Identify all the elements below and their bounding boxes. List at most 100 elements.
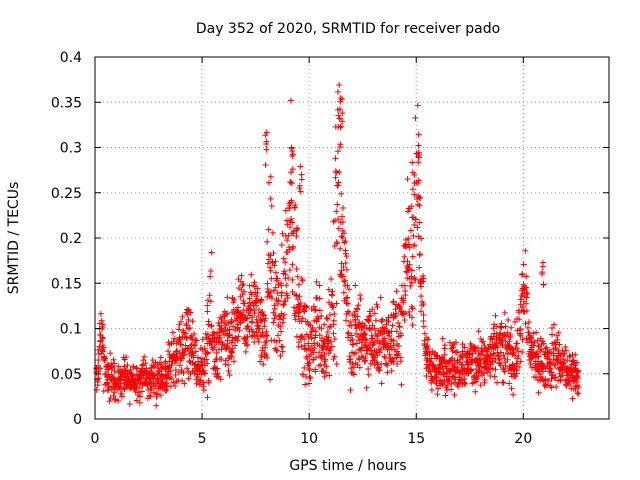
data-point: [99, 324, 106, 331]
data-point: [314, 294, 321, 301]
data-point: [368, 350, 375, 357]
data-point: [244, 315, 251, 322]
data-point: [241, 288, 248, 295]
data-point: [104, 373, 111, 380]
data-point: [513, 370, 520, 377]
data-point: [411, 274, 418, 281]
data-point: [317, 353, 324, 360]
data-point: [531, 339, 538, 346]
chart-title: Day 352 of 2020, SRMTID for receiver pad…: [196, 21, 500, 37]
data-point: [123, 354, 130, 361]
data-point: [158, 364, 165, 371]
data-point: [329, 303, 336, 310]
data-point: [318, 312, 325, 319]
data-point: [294, 225, 301, 232]
data-point: [159, 376, 166, 383]
data-point: [354, 313, 361, 320]
x-axis-title: GPS time / hours: [289, 458, 406, 474]
data-point: [274, 275, 281, 282]
data-point: [279, 344, 286, 351]
data-point: [150, 363, 157, 370]
data-point: [533, 329, 540, 336]
data-point: [288, 180, 295, 187]
data-point: [461, 376, 468, 383]
data-point: [307, 374, 314, 381]
x-tick-label: 15: [407, 431, 425, 447]
data-point: [359, 344, 366, 351]
data-point: [158, 371, 165, 378]
data-point: [204, 308, 211, 315]
data-point: [306, 365, 313, 372]
data-point: [338, 96, 345, 103]
data-point: [273, 338, 280, 345]
data-point: [491, 373, 498, 380]
data-point: [108, 371, 115, 378]
data-point: [107, 350, 114, 357]
data-point: [206, 292, 213, 299]
data-point: [418, 293, 425, 300]
data-point: [130, 363, 137, 370]
x-tick-label: 20: [514, 431, 532, 447]
data-point: [186, 358, 193, 365]
data-point: [217, 376, 224, 383]
data-point: [374, 352, 381, 359]
data-point: [290, 230, 297, 237]
data-point: [505, 317, 512, 324]
data-point: [549, 331, 556, 338]
data-point: [434, 391, 441, 398]
data-point: [340, 264, 347, 271]
data-point: [296, 303, 303, 310]
data-point: [112, 396, 119, 403]
data-point: [282, 271, 289, 278]
data-point: [222, 361, 229, 368]
data-point: [292, 316, 299, 323]
data-point: [254, 319, 261, 326]
data-point: [105, 387, 112, 394]
data-point: [524, 290, 531, 297]
data-point: [406, 244, 413, 251]
data-point: [431, 351, 438, 358]
data-point: [331, 217, 338, 224]
data-point: [523, 300, 530, 307]
data-point: [349, 349, 356, 356]
data-point: [404, 274, 411, 281]
data-point: [265, 179, 272, 186]
data-point: [109, 364, 116, 371]
data-point: [520, 303, 527, 310]
data-point: [539, 368, 546, 375]
data-point: [487, 372, 494, 379]
data-point: [151, 389, 158, 396]
data-point: [188, 335, 195, 342]
data-point: [433, 373, 440, 380]
data-point: [316, 282, 323, 289]
data-point: [552, 345, 559, 352]
data-point: [263, 338, 270, 345]
data-point: [357, 347, 364, 354]
data-point: [267, 267, 274, 274]
data-point: [459, 341, 466, 348]
data-point: [322, 369, 329, 376]
data-point: [334, 148, 341, 155]
data-point: [410, 232, 417, 239]
data-point: [323, 346, 330, 353]
data-point: [248, 319, 255, 326]
data-point: [183, 322, 190, 329]
data-point: [517, 331, 524, 338]
data-point: [500, 352, 507, 359]
data-point: [276, 337, 283, 344]
data-point: [340, 205, 347, 212]
data-point: [356, 364, 363, 371]
data-point: [289, 166, 296, 173]
data-point: [343, 311, 350, 318]
data-point: [316, 332, 323, 339]
data-point: [306, 353, 313, 360]
data-point: [522, 247, 529, 254]
data-point: [175, 326, 182, 333]
data-point: [268, 203, 275, 210]
data-point: [193, 337, 200, 344]
data-point: [105, 382, 112, 389]
data-point: [402, 292, 409, 299]
data-point: [179, 352, 186, 359]
data-point: [248, 291, 255, 298]
data-point: [338, 233, 345, 240]
